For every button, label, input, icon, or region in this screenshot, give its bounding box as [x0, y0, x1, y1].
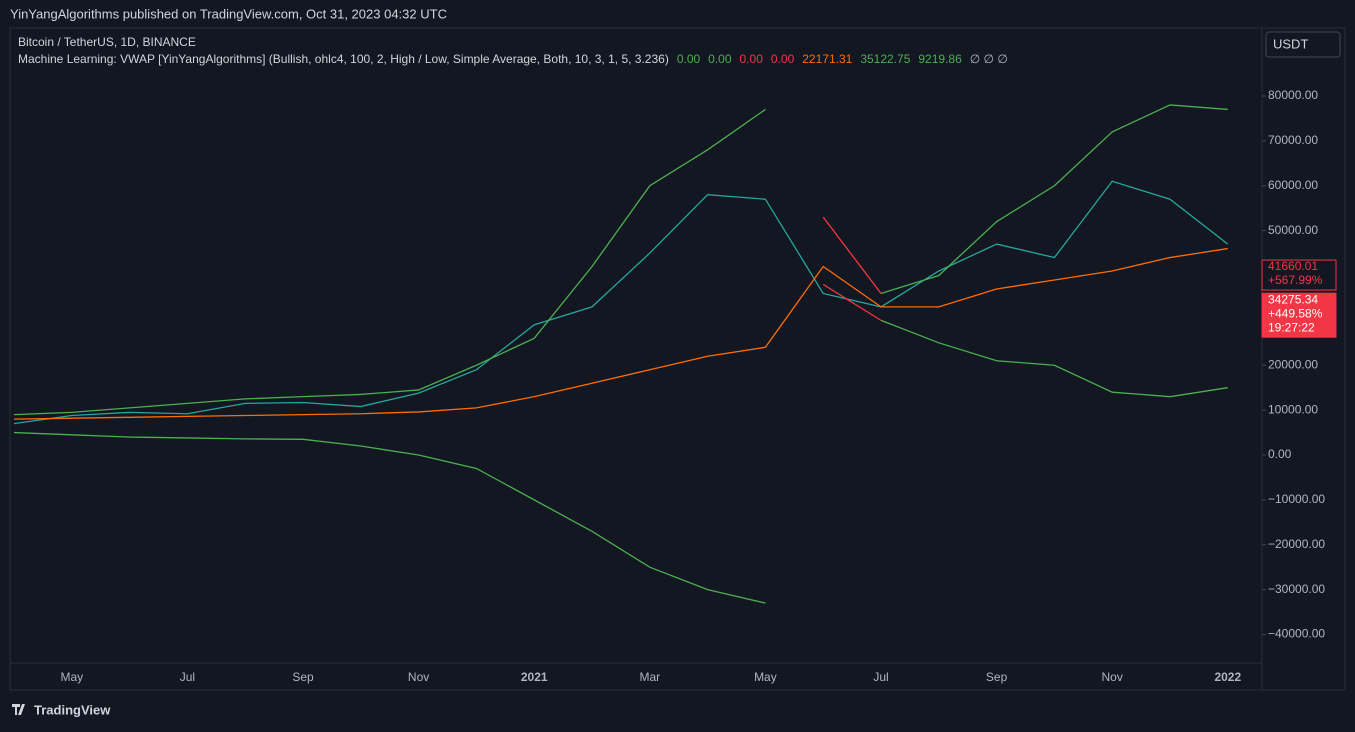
y-tick-label: 0.00	[1268, 447, 1292, 461]
x-tick-label: 2022	[1214, 670, 1241, 684]
indicator-value: 0.00	[740, 52, 764, 66]
price-label-label: 41660.01	[1268, 259, 1318, 273]
footer-logo	[12, 704, 25, 715]
y-tick-label: −30000.00	[1268, 582, 1325, 596]
indicator-value: ∅ ∅ ∅	[970, 52, 1008, 66]
currency-button-label[interactable]: USDT	[1273, 36, 1308, 51]
y-tick-label: −40000.00	[1268, 627, 1325, 641]
y-tick-label: 80000.00	[1268, 88, 1318, 102]
x-tick-label: Sep	[986, 670, 1008, 684]
indicator-title: Machine Learning: VWAP [YinYangAlgorithm…	[18, 52, 669, 66]
x-tick-label: Jul	[180, 670, 195, 684]
indicator-value: 0.00	[677, 52, 701, 66]
x-tick-label: Sep	[292, 670, 314, 684]
series-line	[822, 216, 882, 294]
price-label-change: +567.99%	[1268, 273, 1323, 287]
panel-border	[9, 27, 1346, 691]
indicator-value: 0.00	[708, 52, 732, 66]
y-tick-label: 50000.00	[1268, 223, 1318, 237]
price-label-timer: 19:27:22	[1268, 320, 1315, 334]
series-line	[880, 319, 1228, 398]
indicator-value: 9219.86	[918, 52, 962, 66]
currency-button[interactable]	[1265, 31, 1341, 58]
footer-brand: TradingView	[34, 702, 111, 717]
series-line	[880, 104, 1228, 295]
series-line	[822, 283, 882, 321]
x-tick-label: Mar	[639, 670, 660, 684]
x-tick-label: May	[60, 670, 83, 684]
chart-title: Bitcoin / TetherUS, 1D, BINANCE	[18, 35, 196, 49]
y-tick-label: 20000.00	[1268, 357, 1318, 371]
series-line	[13, 180, 1229, 425]
y-tick-label: 70000.00	[1268, 133, 1318, 147]
y-tick-label: 60000.00	[1268, 178, 1318, 192]
published-line: YinYangAlgorithms published on TradingVi…	[10, 6, 447, 21]
price-label-box	[1261, 259, 1337, 291]
price-label-change: +449.58%	[1268, 306, 1323, 320]
x-tick-label: 2021	[521, 670, 548, 684]
series-line	[13, 108, 766, 416]
indicator-value: 22171.31	[802, 52, 852, 66]
indicator-value: 0.00	[771, 52, 795, 66]
x-tick-label: Nov	[1102, 670, 1123, 684]
x-tick-label: Jul	[873, 670, 888, 684]
x-tick-label: May	[754, 670, 777, 684]
series-line	[13, 431, 766, 604]
price-label-label: 34275.34	[1268, 292, 1318, 306]
series-line	[13, 247, 1228, 420]
price-label-box	[1261, 292, 1337, 338]
y-tick-label: −10000.00	[1268, 492, 1325, 506]
x-tick-label: Nov	[408, 670, 429, 684]
y-tick-label: −20000.00	[1268, 537, 1325, 551]
y-tick-label: 10000.00	[1268, 402, 1318, 416]
indicator-value: 35122.75	[860, 52, 910, 66]
